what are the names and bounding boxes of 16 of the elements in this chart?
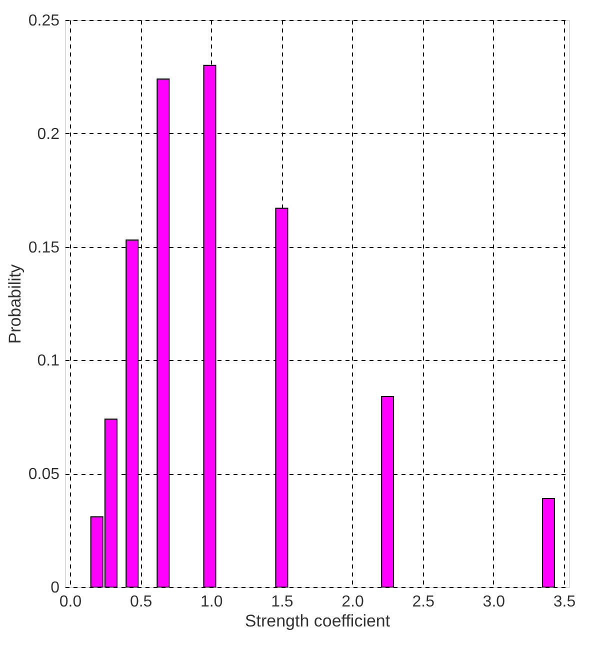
x-tick-label: 0.5 [130,594,152,610]
y-tick-label: 0.1 [37,352,60,370]
x-tick-label: 0.0 [59,594,82,610]
y-tick-label: 0.25 [28,12,60,30]
x-tick-label: 2.0 [342,594,364,610]
x-tick-label: 3.0 [482,594,506,610]
x-tick-label: 1.5 [271,594,294,610]
y-tick-label: 0.15 [28,239,60,256]
y-axis-title: Probability [5,264,24,344]
y-tick-label: 0 [50,580,60,596]
x-tick-label: 2.5 [412,594,435,610]
y-tick-label: 0.05 [28,466,60,484]
y-tick-label: 0.2 [37,126,60,143]
x-tick-label: 1.0 [200,594,223,610]
x-tick-label: 3.5 [553,594,576,610]
x-axis-title: Strength coefficient [244,612,390,630]
